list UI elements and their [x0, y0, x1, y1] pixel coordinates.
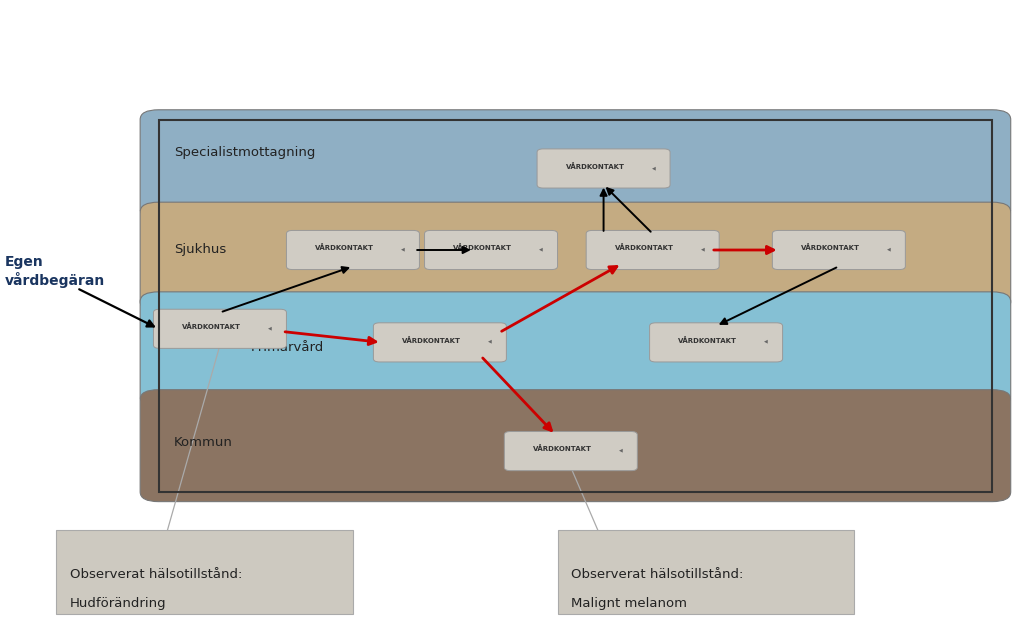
Text: ◀: ◀	[701, 246, 705, 251]
Text: ◀: ◀	[268, 325, 272, 330]
Text: Observerat hälsotillstånd:: Observerat hälsotillstånd:	[571, 568, 743, 581]
Text: Specialistmottagning: Specialistmottagning	[174, 146, 315, 159]
Text: VÅRDKONTAKT: VÅRDKONTAKT	[801, 244, 860, 251]
Text: VÅRDKONTAKT: VÅRDKONTAKT	[615, 244, 674, 251]
FancyBboxPatch shape	[425, 231, 558, 269]
Text: Observerat hälsotillstånd:: Observerat hälsotillstånd:	[70, 568, 241, 581]
Text: ◀: ◀	[652, 165, 656, 170]
Text: ◀: ◀	[401, 246, 405, 251]
Text: ◀: ◀	[539, 246, 543, 251]
FancyBboxPatch shape	[140, 292, 1011, 406]
FancyBboxPatch shape	[772, 231, 905, 269]
FancyBboxPatch shape	[56, 530, 353, 614]
Text: ◀: ◀	[764, 339, 768, 344]
Text: VÅRDKONTAKT: VÅRDKONTAKT	[566, 163, 625, 170]
Text: ◀: ◀	[488, 339, 492, 344]
Text: VÅRDKONTAKT: VÅRDKONTAKT	[533, 446, 592, 452]
FancyBboxPatch shape	[504, 431, 637, 471]
Text: Malignt melanom: Malignt melanom	[571, 597, 686, 610]
Text: Primärvård: Primärvård	[251, 341, 324, 354]
Text: VÅRDKONTAKT: VÅRDKONTAKT	[402, 337, 461, 344]
Text: ◀: ◀	[619, 448, 623, 452]
FancyBboxPatch shape	[140, 389, 1011, 502]
Text: VÅRDKONTAKT: VÅRDKONTAKT	[453, 244, 513, 251]
Text: VÅRDKONTAKT: VÅRDKONTAKT	[182, 323, 241, 330]
Text: Kommun: Kommun	[174, 436, 233, 449]
FancyBboxPatch shape	[286, 231, 419, 269]
Text: Sjukhus: Sjukhus	[174, 244, 226, 256]
FancyBboxPatch shape	[586, 231, 719, 269]
Text: Egen
vårdbegäran: Egen vårdbegäran	[5, 256, 105, 288]
FancyBboxPatch shape	[373, 323, 506, 362]
Text: VÅRDKONTAKT: VÅRDKONTAKT	[315, 244, 374, 251]
FancyBboxPatch shape	[537, 149, 670, 188]
FancyBboxPatch shape	[140, 202, 1011, 311]
Bar	[159, 119, 992, 492]
Text: Hudförändring: Hudförändring	[70, 597, 166, 610]
FancyBboxPatch shape	[153, 309, 286, 348]
FancyBboxPatch shape	[140, 110, 1011, 219]
Text: ◀: ◀	[887, 246, 891, 251]
FancyBboxPatch shape	[650, 323, 783, 362]
Text: VÅRDKONTAKT: VÅRDKONTAKT	[678, 337, 738, 344]
FancyBboxPatch shape	[558, 530, 854, 614]
